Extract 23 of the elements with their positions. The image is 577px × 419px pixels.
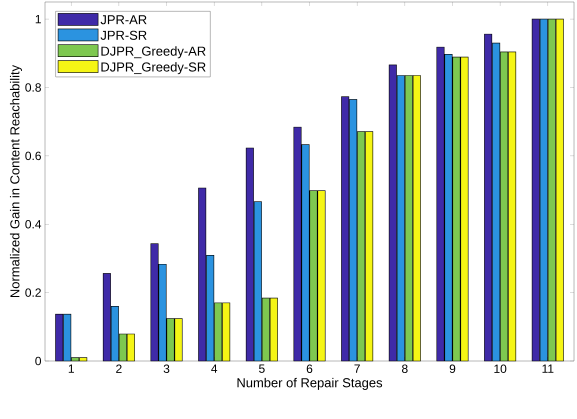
x-tick-label: 11: [542, 364, 554, 373]
x-tick-label: 10: [494, 364, 506, 373]
x-tick-label: 1: [68, 364, 74, 373]
x-tick-label: 8: [402, 364, 408, 373]
x-axis-title: Number of Repair Stages: [238, 378, 382, 390]
x-tick-label: 4: [211, 364, 218, 373]
legend-label: JPR-AR: [100, 15, 147, 24]
x-tick-label: 3: [164, 364, 170, 373]
y-tick-label: 0.6: [25, 152, 41, 160]
legend-label: DJPR_Greedy-SR: [101, 62, 206, 74]
y-tick-label: 0: [35, 356, 42, 366]
x-tick-label: 5: [259, 364, 265, 373]
y-tick-label: 0.4: [25, 220, 42, 228]
legend-label: DJPR_Greedy-AR: [101, 46, 206, 58]
x-tick-label: 6: [306, 364, 312, 373]
y-tick-label: 0.8: [25, 83, 41, 92]
y-axis-title: Normalized Gain in Content Reachability: [10, 64, 22, 298]
x-tick-label: 7: [354, 364, 360, 373]
x-tick-label: 9: [450, 364, 456, 373]
x-tick-label: 2: [116, 364, 122, 373]
legend-label: JPR-SR: [100, 30, 147, 40]
y-tick-label: 1: [36, 14, 41, 24]
y-tick-label: 0.2: [25, 288, 41, 297]
